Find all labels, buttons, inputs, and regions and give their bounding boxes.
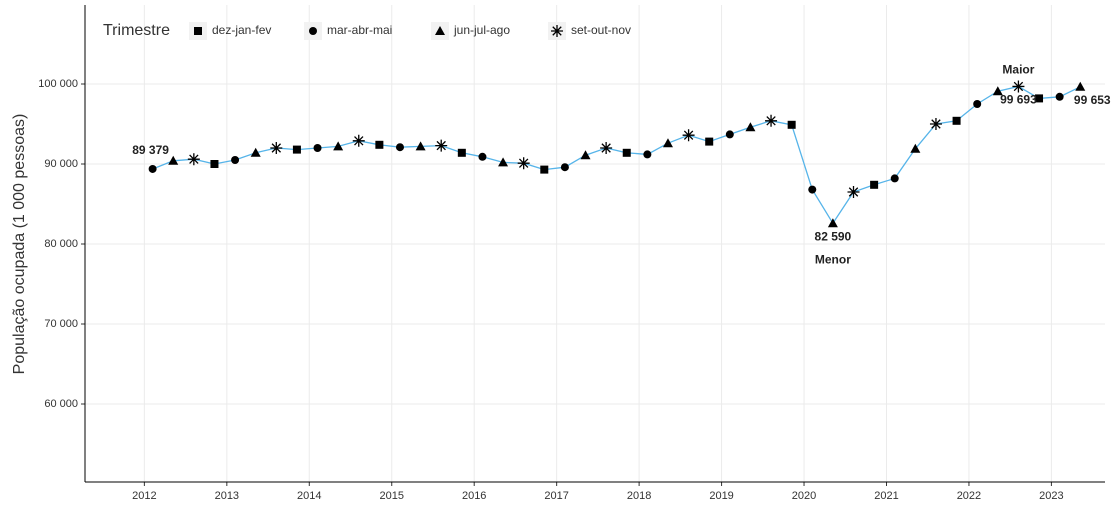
marker xyxy=(580,150,591,160)
marker xyxy=(847,186,860,198)
legend-label: mar-abr-mai xyxy=(327,23,392,37)
marker xyxy=(929,118,942,130)
legend-label: jun-jul-ago xyxy=(453,23,510,37)
marker xyxy=(1012,80,1025,93)
annotation: Maior xyxy=(1002,63,1034,77)
marker xyxy=(622,148,631,157)
marker xyxy=(600,142,613,154)
x-tick-label: 2014 xyxy=(297,490,321,502)
x-tick-label: 2012 xyxy=(132,490,156,502)
marker xyxy=(973,100,982,108)
marker xyxy=(745,122,756,132)
x-tick-label: 2022 xyxy=(957,490,981,502)
marker xyxy=(352,134,365,147)
marker xyxy=(395,143,404,152)
marker xyxy=(435,139,448,152)
x-tick-label: 2016 xyxy=(462,490,486,502)
value-label: 89 379 xyxy=(132,143,169,157)
marker xyxy=(1035,94,1044,103)
marker xyxy=(333,141,344,151)
legend-title: Trimestre xyxy=(103,22,170,39)
legend-marker xyxy=(194,27,202,35)
marker xyxy=(870,180,879,189)
x-tick-label: 2021 xyxy=(874,490,898,502)
marker xyxy=(808,185,817,194)
y-tick-label: 100 000 xyxy=(38,78,78,90)
annotation: Menor xyxy=(815,252,851,266)
y-tick-label: 70 000 xyxy=(44,318,78,330)
line xyxy=(152,85,1081,225)
marker xyxy=(540,165,549,174)
marker xyxy=(517,157,530,170)
y-axis-title: População ocupada (1 000 pessoas) xyxy=(11,114,28,375)
y-tick-label: 80 000 xyxy=(44,238,78,250)
marker xyxy=(168,155,179,165)
marker xyxy=(250,147,261,157)
marker xyxy=(498,157,509,167)
marker xyxy=(292,145,301,154)
legend-label: dez-jan-fev xyxy=(212,23,271,37)
x-tick-label: 2015 xyxy=(379,490,403,502)
marker xyxy=(231,156,240,164)
marker xyxy=(1055,92,1064,101)
x-tick-label: 2019 xyxy=(709,490,733,502)
x-tick-label: 2013 xyxy=(215,490,239,502)
marker xyxy=(765,114,778,127)
marker xyxy=(643,150,652,159)
marker xyxy=(992,86,1003,96)
marker xyxy=(210,160,219,168)
value-label: 82 590 xyxy=(815,229,852,243)
marker xyxy=(662,138,673,148)
marker xyxy=(457,148,466,157)
x-tick-label: 2023 xyxy=(1039,490,1063,502)
marker xyxy=(375,140,384,149)
marker xyxy=(148,164,157,173)
marker xyxy=(890,174,899,183)
marker xyxy=(725,130,734,139)
y-tick-label: 90 000 xyxy=(44,158,78,170)
marker xyxy=(478,152,487,161)
y-tick-label: 60 000 xyxy=(44,398,78,410)
x-tick-label: 2017 xyxy=(544,490,568,502)
marker xyxy=(952,116,961,125)
marker xyxy=(187,153,200,166)
marker xyxy=(313,144,322,152)
marker xyxy=(270,142,283,154)
x-tick-label: 2018 xyxy=(627,490,651,502)
legend-label: set-out-nov xyxy=(571,23,631,37)
marker xyxy=(682,129,695,142)
legend-marker xyxy=(309,27,317,35)
marker xyxy=(787,120,796,129)
legend-marker xyxy=(435,26,445,35)
x-tick-label: 2020 xyxy=(792,490,816,502)
marker xyxy=(1075,81,1086,91)
value-label: 99 693 xyxy=(1000,93,1037,107)
marker xyxy=(910,143,921,153)
marker xyxy=(705,137,714,146)
marker xyxy=(827,218,838,228)
legend-marker xyxy=(551,25,563,37)
value-label: 99 653 xyxy=(1074,93,1111,107)
marker xyxy=(560,163,569,172)
marker xyxy=(415,141,426,151)
